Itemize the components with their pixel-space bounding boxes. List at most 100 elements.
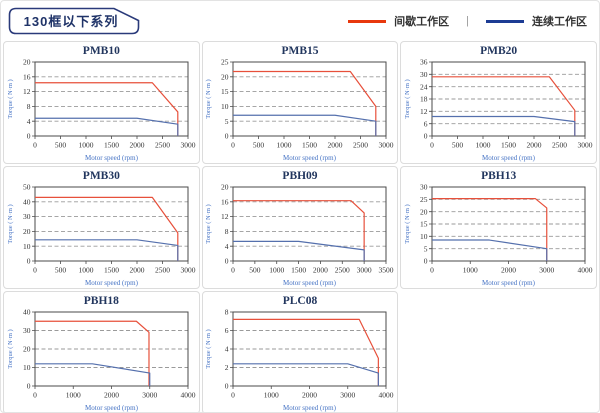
svg-text:2500: 2500 [155, 266, 170, 275]
svg-text:3000: 3000 [142, 391, 157, 400]
svg-text:1000: 1000 [66, 391, 81, 400]
svg-text:25: 25 [221, 59, 229, 67]
svg-text:10: 10 [23, 242, 31, 251]
svg-text:8: 8 [225, 309, 229, 317]
chart-title: PBH13 [481, 170, 517, 182]
svg-text:0: 0 [33, 391, 37, 400]
svg-text:36: 36 [420, 59, 428, 67]
svg-text:4: 4 [225, 345, 229, 354]
svg-text:1000: 1000 [78, 141, 93, 150]
svg-text:20: 20 [221, 72, 229, 81]
svg-text:500: 500 [55, 266, 67, 275]
legend-label-continuous: 连续工作区 [532, 16, 587, 28]
svg-text:2000: 2000 [328, 141, 343, 150]
svg-text:2000: 2000 [129, 141, 144, 150]
svg-text:2000: 2000 [104, 391, 119, 400]
svg-text:3000: 3000 [539, 266, 554, 275]
chart-card-pbh09: PBH09 0 500 1000 1500 2000 2500 3000 3500 0 4 8 12 1… [201, 166, 399, 289]
title-box-outline [8, 7, 140, 35]
svg-text:Torque ( N·m ): Torque ( N·m ) [404, 79, 411, 118]
svg-text:8: 8 [225, 227, 229, 236]
chart-title: PBH09 [282, 170, 318, 182]
svg-text:20: 20 [23, 227, 31, 236]
svg-text:15: 15 [420, 220, 428, 229]
svg-text:4000: 4000 [578, 266, 593, 275]
chart-plot-pmb20: 0 500 1000 1500 2000 2500 3000 0 6 12 18 24 30 36 Moto… [404, 59, 593, 162]
svg-text:3000: 3000 [180, 266, 195, 275]
svg-text:30: 30 [23, 326, 31, 335]
svg-text:40: 40 [23, 309, 31, 317]
svg-text:500: 500 [55, 141, 67, 150]
svg-text:1000: 1000 [463, 266, 478, 275]
chart-title: PMB10 [82, 45, 120, 57]
charts-grid: PMB10 0 500 1000 1500 2000 2500 3000 0 4 8 12 16 20 M… [1, 39, 599, 412]
svg-text:12: 12 [23, 87, 31, 96]
chart-title: PLC08 [282, 295, 318, 307]
chart-card-pbh18: PBH18 0 1000 2000 3000 4000 0 10 20 30 40 Motor sp… [3, 291, 200, 412]
svg-text:16: 16 [23, 72, 31, 81]
svg-text:0: 0 [430, 266, 434, 275]
chart-plot-pmb30: 0 500 1000 1500 2000 2500 3000 0 10 20 30 40 50 Motor… [7, 184, 196, 287]
series-title-box: 130框以下系列 [8, 7, 140, 35]
svg-text:4000: 4000 [180, 391, 195, 400]
svg-text:30: 30 [420, 70, 428, 79]
chart-title: PMB15 [281, 45, 319, 57]
chart-plot-pbh18: 0 1000 2000 3000 4000 0 10 20 30 40 Motor speed (r… [7, 309, 196, 412]
svg-text:20: 20 [23, 59, 31, 67]
chart-card-pmb10: PMB10 0 500 1000 1500 2000 2500 3000 0 4 8 12 16 20 M… [3, 41, 200, 164]
legend-label-intermittent: 间歇工作区 [394, 16, 450, 28]
svg-text:0: 0 [225, 382, 229, 391]
chart-plot-pbh13: 0 1000 2000 3000 4000 0 5 10 15 20 25 30 Motor speed… [404, 184, 593, 287]
svg-text:Motor speed (rpm): Motor speed (rpm) [85, 279, 139, 287]
svg-text:Motor speed (rpm): Motor speed (rpm) [482, 154, 536, 162]
svg-text:Motor speed (rpm): Motor speed (rpm) [85, 404, 139, 412]
chart-title: PMB30 [82, 170, 120, 182]
svg-text:20: 20 [420, 207, 428, 216]
svg-text:2: 2 [225, 363, 229, 372]
svg-text:16: 16 [221, 197, 229, 206]
svg-text:1500: 1500 [302, 141, 317, 150]
svg-text:3000: 3000 [180, 141, 195, 150]
svg-text:40: 40 [23, 197, 31, 206]
svg-text:0: 0 [232, 266, 236, 275]
svg-text:Torque ( N·m ): Torque ( N·m ) [404, 204, 411, 243]
svg-text:2000: 2000 [129, 266, 144, 275]
svg-text:3500: 3500 [379, 266, 394, 275]
svg-text:Motor speed (rpm): Motor speed (rpm) [284, 154, 338, 162]
svg-text:1500: 1500 [292, 266, 307, 275]
svg-text:18: 18 [420, 95, 428, 104]
svg-text:1500: 1500 [104, 266, 119, 275]
svg-text:1000: 1000 [78, 266, 93, 275]
svg-text:Motor speed (rpm): Motor speed (rpm) [284, 404, 338, 412]
svg-text:0: 0 [424, 132, 428, 141]
chart-card-pmb15: PMB15 0 500 1000 1500 2000 2500 3000 0 5 10 15 20 25… [201, 41, 399, 164]
svg-text:10: 10 [420, 232, 428, 241]
svg-text:2500: 2500 [155, 141, 170, 150]
svg-text:20: 20 [221, 184, 229, 192]
svg-text:1500: 1500 [501, 141, 516, 150]
svg-text:30: 30 [420, 184, 428, 192]
svg-text:0: 0 [225, 132, 229, 141]
svg-text:6: 6 [424, 119, 428, 128]
svg-text:1000: 1000 [277, 141, 292, 150]
svg-text:50: 50 [23, 184, 31, 192]
svg-text:Motor speed (rpm): Motor speed (rpm) [85, 154, 139, 162]
chart-plot-pbh09: 0 500 1000 1500 2000 2500 3000 3500 0 4 8 12 16 20 Mot… [205, 184, 394, 287]
svg-text:Torque ( N·m ): Torque ( N·m ) [7, 329, 14, 368]
svg-text:0: 0 [232, 391, 236, 400]
chart-title: PBH18 [83, 295, 119, 307]
svg-text:3000: 3000 [341, 391, 356, 400]
svg-text:500: 500 [250, 266, 262, 275]
legend-item-continuous: 连续工作区 [486, 13, 587, 29]
svg-text:12: 12 [420, 107, 428, 116]
svg-text:2000: 2000 [313, 266, 328, 275]
svg-text:4: 4 [225, 242, 229, 251]
svg-text:500: 500 [452, 141, 464, 150]
svg-text:10: 10 [23, 363, 31, 372]
chart-plot-pmb10: 0 500 1000 1500 2000 2500 3000 0 4 8 12 16 20 Motor s… [7, 59, 196, 162]
svg-text:25: 25 [420, 195, 428, 204]
svg-text:0: 0 [27, 257, 31, 266]
chart-card-pmb20: PMB20 0 500 1000 1500 2000 2500 3000 0 6 12 18 24 30… [400, 41, 597, 164]
svg-text:2500: 2500 [335, 266, 350, 275]
chart-plot-pmb15: 0 500 1000 1500 2000 2500 3000 0 5 10 15 20 25 Motor … [205, 59, 394, 162]
